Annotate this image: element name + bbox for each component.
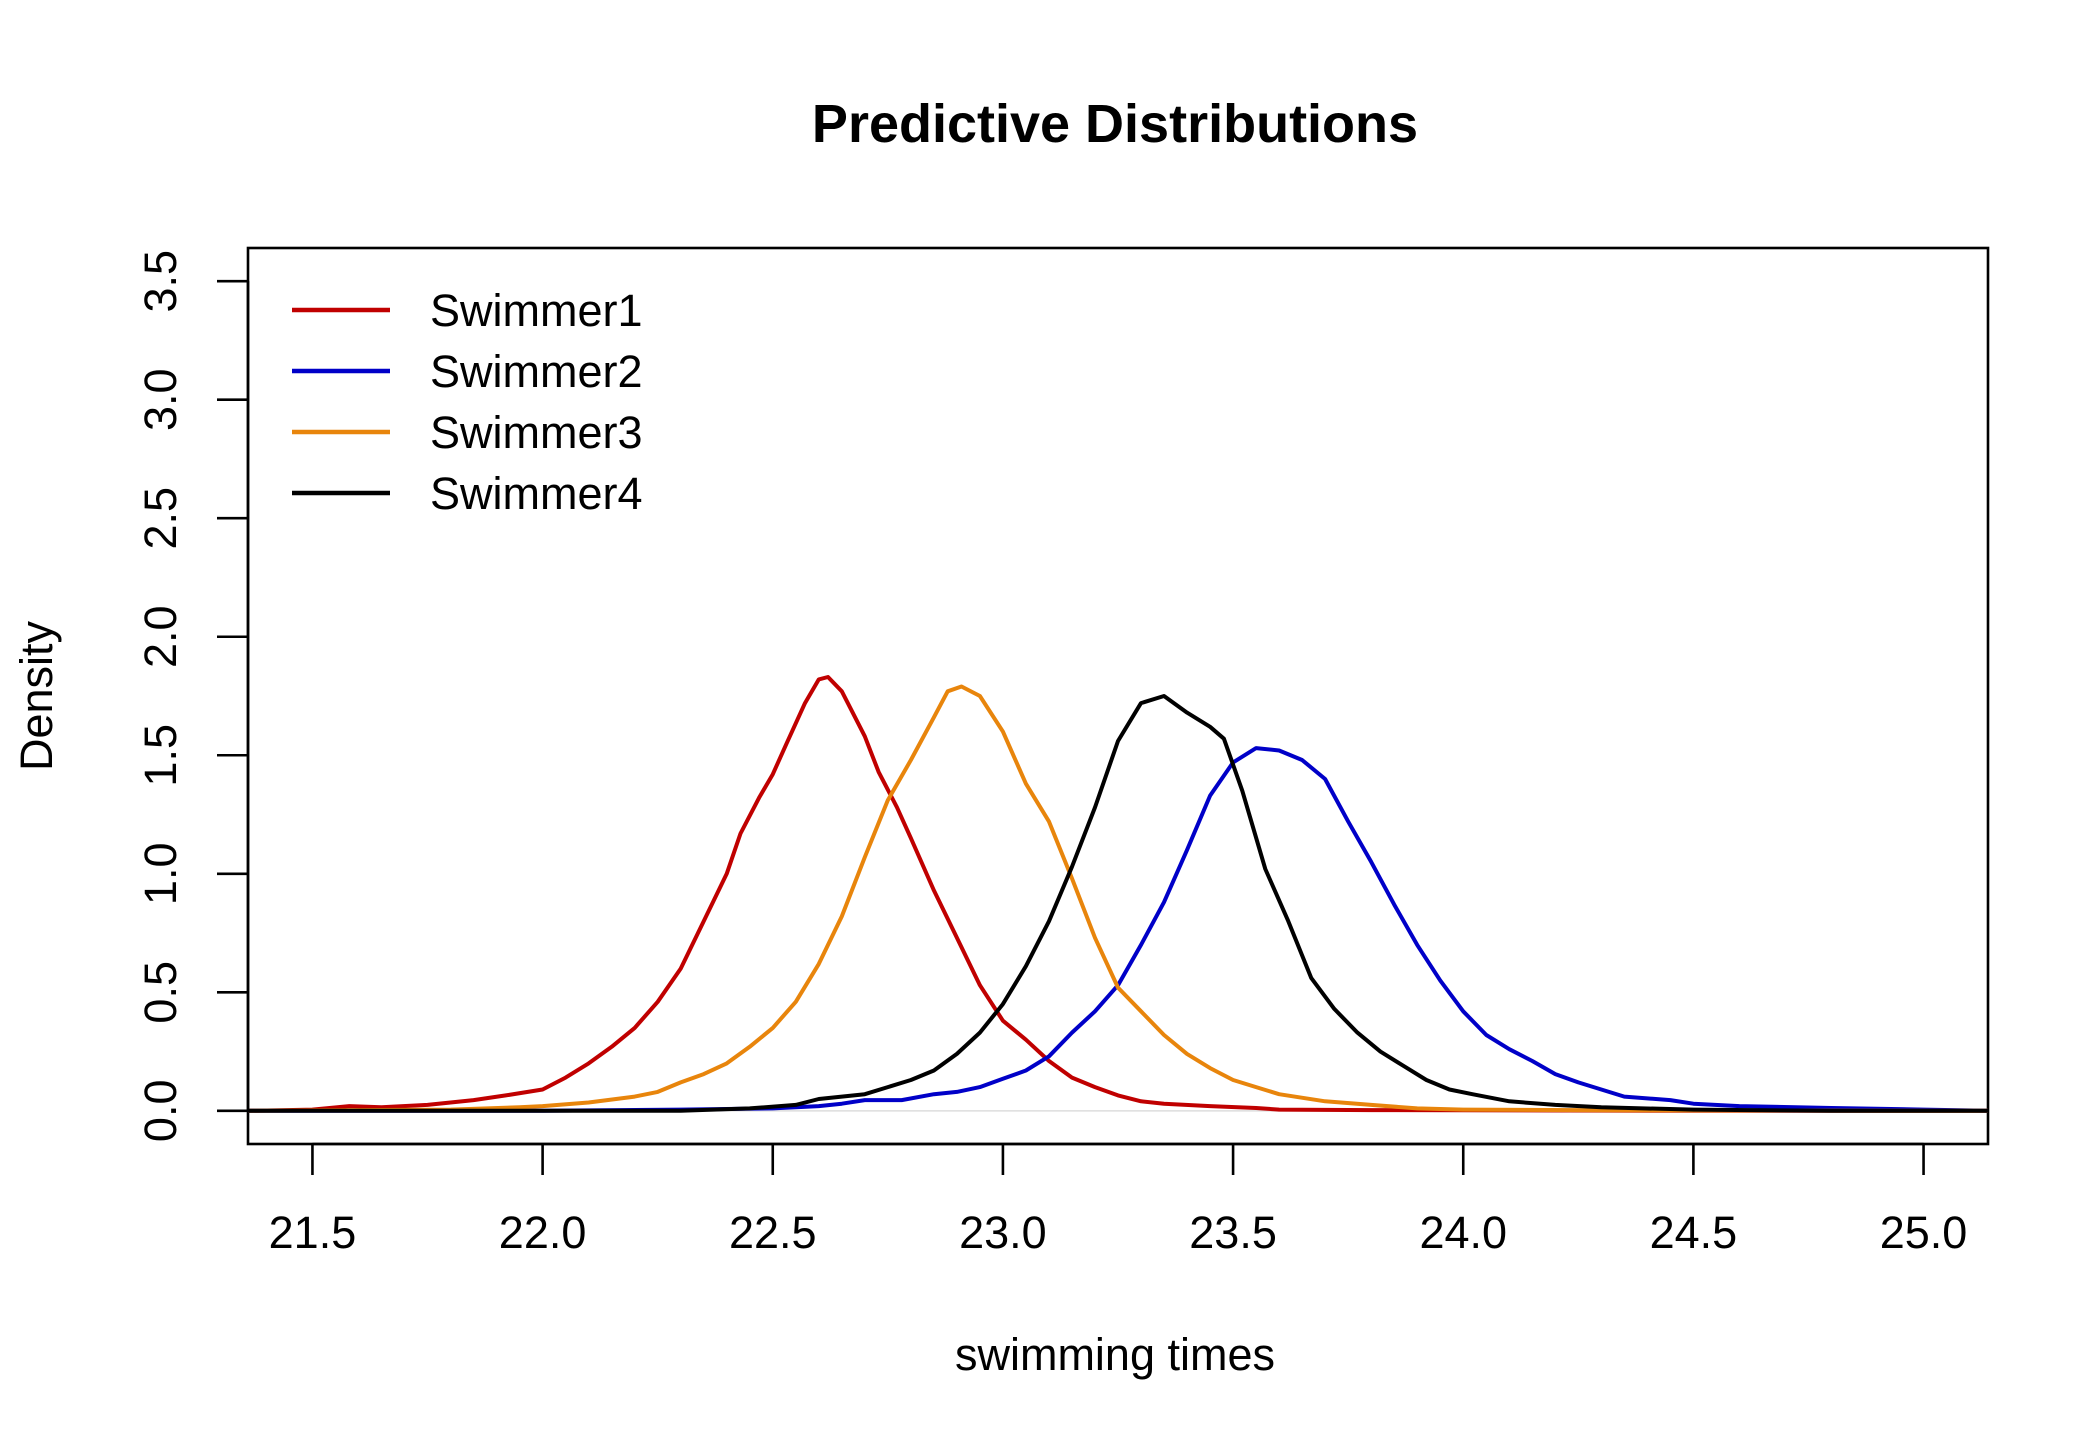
y-tick-label: 1.5 <box>135 724 186 787</box>
y-tick-label: 2.0 <box>135 605 186 668</box>
legend-label-swimmer1: Swimmer1 <box>430 285 643 336</box>
y-tick-label: 3.0 <box>135 368 186 431</box>
x-tick-label: 23.5 <box>1189 1207 1277 1258</box>
x-tick-label: 24.0 <box>1419 1207 1507 1258</box>
y-axis-label: Density <box>11 620 62 771</box>
y-tick-label: 1.0 <box>135 843 186 906</box>
y-tick-label: 0.5 <box>135 961 186 1024</box>
y-tick-label: 3.5 <box>135 250 186 313</box>
legend-label-swimmer4: Swimmer4 <box>430 468 643 519</box>
x-tick-label: 21.5 <box>269 1207 357 1258</box>
y-tick-label: 2.5 <box>135 487 186 550</box>
legend-label-swimmer2: Swimmer2 <box>430 346 643 397</box>
plot-area <box>248 675 1988 1113</box>
x-tick-label: 25.0 <box>1880 1207 1968 1258</box>
y-tick-label: 0.0 <box>135 1080 186 1143</box>
series-line-swimmer2 <box>248 746 1988 1113</box>
x-axis: 21.5 22.0 22.5 23.0 23.5 24.0 24.5 25.0 <box>269 1142 1968 1258</box>
series-line-swimmer1 <box>248 675 1988 1113</box>
x-tick-label: 24.5 <box>1650 1207 1738 1258</box>
x-tick-label: 22.5 <box>729 1207 817 1258</box>
y-axis: 0.0 0.5 1.0 1.5 2.0 2.5 3.0 3.5 <box>135 250 250 1143</box>
series-line-swimmer3 <box>248 684 1988 1113</box>
x-tick-label: 22.0 <box>499 1207 587 1258</box>
chart-title: Predictive Distributions <box>812 94 1418 154</box>
x-tick-label: 23.0 <box>959 1207 1047 1258</box>
series-line-swimmer4 <box>248 694 1988 1113</box>
legend: Swimmer1 Swimmer2 Swimmer3 Swimmer4 <box>292 285 643 519</box>
x-axis-label: swimming times <box>955 1329 1275 1380</box>
legend-label-swimmer3: Swimmer3 <box>430 407 643 458</box>
